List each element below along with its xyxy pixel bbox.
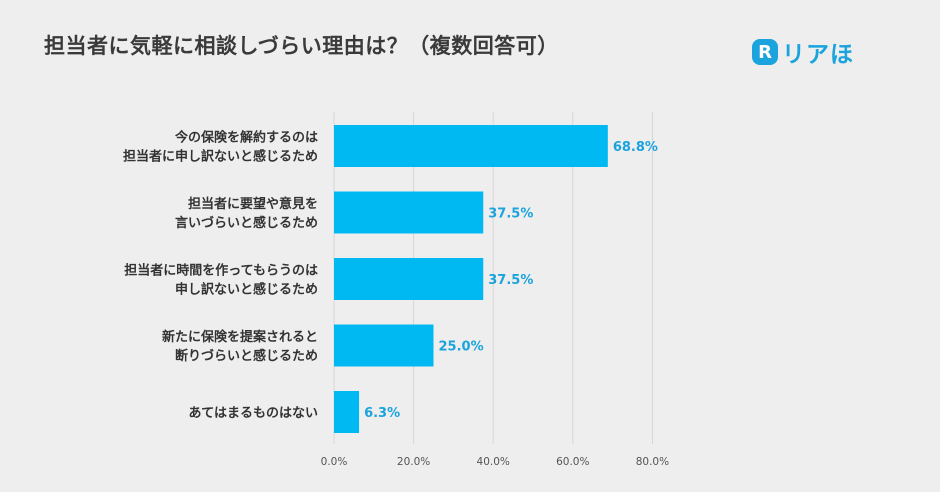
logo-text: リアほ [782, 42, 854, 68]
bar [334, 391, 360, 433]
category-label-line: 今の保険を解約するのは [174, 130, 318, 146]
category-label-line: 担当者に要望や意見を [188, 196, 318, 212]
x-tick-label: 40.0% [477, 456, 510, 468]
x-tick-label: 0.0% [321, 456, 348, 468]
category-label-line: 申し訳ないと感じるため [175, 282, 318, 298]
chart-title: 担当者に気軽に相談しづらい理由は？（複数回答可） [44, 34, 559, 58]
data-label: 37.5% [488, 207, 533, 222]
data-label: 6.3% [364, 406, 400, 421]
x-tick-label: 60.0% [556, 456, 589, 468]
chart-bars [334, 125, 608, 433]
category-label-line: 新たに保険を提案されると [162, 329, 318, 345]
category-label: 新たに保険を提案されると断りづらいと感じるため [162, 329, 318, 364]
category-label-line: あてはまるものはない [189, 406, 318, 421]
category-label: あてはまるものはない [189, 406, 318, 421]
chart-x-ticks: 0.0% 20.0% 40.0% 60.0% 80.0% [321, 456, 669, 468]
category-label-line: 担当者に時間を作ってもらうのは [124, 263, 318, 279]
bar [334, 191, 484, 234]
data-label: 25.0% [439, 340, 484, 355]
bar [334, 324, 434, 367]
category-label: 今の保険を解約するのは担当者に申し訳ないと感じるため [123, 130, 318, 165]
bar [334, 258, 484, 300]
x-tick-label: 20.0% [397, 456, 430, 468]
chart-category-labels: 今の保険を解約するのは担当者に申し訳ないと感じるため担当者に要望や意見を言いづら… [123, 130, 318, 422]
brand-logo: R リアほ [752, 35, 854, 69]
bar [334, 125, 608, 167]
category-label-line: 言いづらいと感じるため [175, 215, 318, 231]
data-label: 68.8% [613, 140, 658, 155]
category-label-line: 断りづらいと感じるため [175, 348, 318, 364]
category-label-line: 担当者に申し訳ないと感じるため [123, 149, 318, 165]
category-label: 担当者に要望や意見を言いづらいと感じるため [175, 196, 318, 231]
x-tick-label: 80.0% [636, 456, 669, 468]
chart-value-labels: 68.8% 37.5% 37.5% 25.0% 6.3% [364, 140, 658, 421]
category-label: 担当者に時間を作ってもらうのは申し訳ないと感じるため [124, 263, 318, 298]
logo-mark-icon: R [752, 39, 778, 65]
data-label: 37.5% [488, 273, 533, 288]
